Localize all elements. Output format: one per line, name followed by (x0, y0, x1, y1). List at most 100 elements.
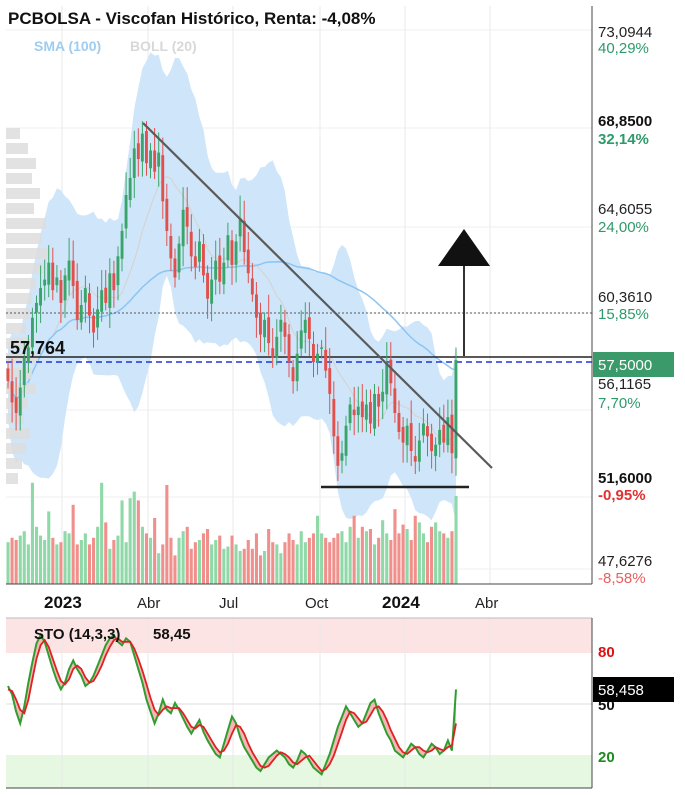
volume-profile-bar (6, 173, 32, 184)
volume-bar (43, 540, 47, 584)
candle-body (75, 280, 79, 320)
volume-bar (67, 533, 71, 584)
candle-body (63, 275, 67, 301)
candle-body (83, 288, 87, 303)
volume-bar (311, 533, 315, 584)
volume-bar (26, 544, 30, 584)
volume-bar (83, 533, 87, 584)
volume-bar (157, 553, 161, 584)
candle-body (255, 294, 258, 318)
candle-body (417, 440, 421, 462)
candle-body (340, 453, 344, 461)
volume-bar (275, 544, 279, 584)
volume-bar (291, 540, 295, 584)
volume-bar (185, 526, 189, 584)
candle-body (401, 426, 405, 443)
candle-body (377, 393, 381, 407)
sto-y-tick: 20 (598, 749, 615, 766)
sto-title: STO (14,3,3) (34, 626, 120, 643)
y-tick-percent: 15,85% (598, 306, 649, 323)
candle-body (230, 240, 234, 265)
candle-body (250, 278, 254, 295)
candle-body (364, 404, 368, 420)
volume-bar (189, 548, 193, 584)
volume-bar (234, 544, 238, 584)
volume-bar (352, 515, 356, 584)
candle-body (246, 249, 250, 274)
candle-body (112, 273, 116, 291)
volume-bar (250, 548, 254, 584)
candle-body (193, 256, 197, 267)
y-tick-percent: 24,00% (598, 219, 649, 236)
candle-body (450, 414, 454, 454)
volume-bar (328, 542, 332, 584)
x-axis-ticks: 2023 Abr Jul Oct 2024 Abr (44, 593, 498, 612)
candle-body (267, 317, 271, 344)
volume-bar (295, 544, 299, 584)
candle-body (79, 305, 83, 323)
candle-body (108, 273, 112, 308)
volume-bar (100, 482, 104, 584)
candle-body (446, 417, 450, 446)
sto-y-tick: 80 (598, 644, 615, 661)
candle-body (35, 302, 38, 313)
sto-overbought-band (6, 618, 592, 653)
candle-body (389, 359, 393, 384)
candle-body (271, 348, 275, 358)
volume-bar (136, 500, 140, 584)
candle-body (316, 353, 319, 363)
volume-bar (385, 533, 389, 584)
volume-bar (279, 553, 283, 584)
volume-bar (442, 533, 446, 584)
volume-profile-bar (6, 248, 50, 259)
candle-body (140, 133, 144, 162)
volume-bar (299, 531, 303, 584)
volume-bar (340, 531, 344, 584)
candle-body (312, 344, 315, 363)
candle-body (348, 404, 352, 424)
volume-bar (104, 522, 108, 584)
y-tick-value: 73,0944 (598, 24, 652, 41)
volume-bar (144, 533, 148, 584)
volume-bar (14, 540, 18, 584)
candle-body (332, 399, 336, 437)
candle-body (6, 368, 10, 382)
candle-body (303, 319, 307, 333)
last-price-tag: 57,5000 (598, 357, 652, 374)
volume-bar (201, 533, 205, 584)
volume-profile-bar (6, 233, 42, 244)
candle-body (307, 317, 311, 339)
candle-body (59, 280, 63, 303)
candle-body (409, 423, 413, 451)
candle-body (356, 406, 360, 416)
candle-body (14, 397, 18, 413)
volume-bar (336, 533, 340, 584)
volume-bar (173, 555, 177, 584)
candle-body (153, 150, 157, 172)
volume-bar (438, 531, 442, 584)
sto-last-tag-bg (593, 677, 674, 702)
y-tick-value: 60,3610 (598, 289, 652, 306)
volume-bar (230, 535, 234, 584)
volume-bar (348, 526, 352, 584)
candle-body (120, 230, 124, 259)
volume-bar (316, 515, 320, 584)
volume-profile-bar (6, 323, 26, 334)
candle-body (157, 152, 161, 167)
reference-level-label: 57,764 (10, 338, 65, 358)
volume-bar (10, 537, 14, 584)
volume-bar (39, 535, 43, 584)
candle-body (299, 330, 303, 349)
candle-body (124, 195, 128, 229)
bollinger-band (8, 52, 456, 524)
volume-bar (116, 535, 120, 584)
volume-bar (161, 544, 165, 584)
candle-body (202, 244, 205, 276)
volume-bar (6, 542, 10, 584)
volume-profile-bar (6, 368, 32, 379)
sto-d-line (7, 637, 457, 773)
volume-bar (51, 537, 55, 584)
candle-body (161, 155, 165, 202)
y-tick-value: 68,8500 (598, 113, 652, 130)
